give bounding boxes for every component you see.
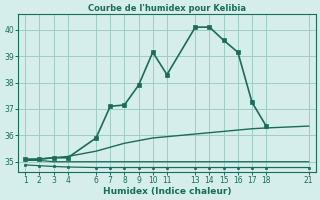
Title: Courbe de l'humidex pour Kelibia: Courbe de l'humidex pour Kelibia bbox=[88, 4, 246, 13]
X-axis label: Humidex (Indice chaleur): Humidex (Indice chaleur) bbox=[103, 187, 231, 196]
